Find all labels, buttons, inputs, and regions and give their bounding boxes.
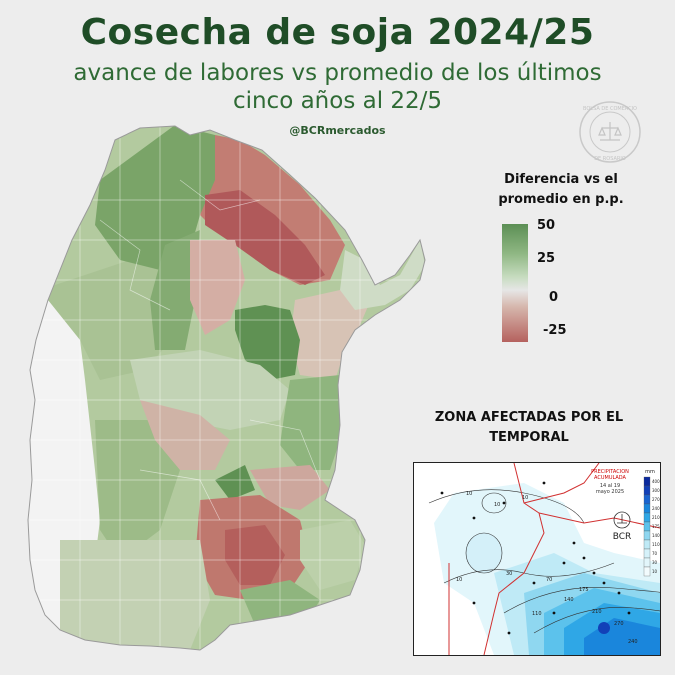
subtitle-line-1: avance de labores vs promedio de los últ… bbox=[73, 60, 602, 86]
scale-label: 70 bbox=[652, 551, 658, 556]
svg-text:mayo 2025: mayo 2025 bbox=[596, 489, 624, 495]
zone-title-line-1: ZONA AFECTADAS POR EL bbox=[434, 410, 624, 425]
svg-text:DE ROSARIO: DE ROSARIO bbox=[594, 156, 626, 162]
department-borders bbox=[30, 126, 420, 650]
zone-title: ZONA AFECTADAS POR EL TEMPORAL bbox=[420, 408, 638, 448]
svg-text:ACUMULADA: ACUMULADA bbox=[594, 475, 627, 481]
scale-swatch bbox=[643, 557, 651, 568]
region-southeast-tan bbox=[250, 465, 330, 510]
station-dots bbox=[440, 481, 631, 635]
scale-swatch bbox=[643, 521, 651, 532]
legend-tick-25: 25 bbox=[537, 251, 556, 266]
svg-text:70: 70 bbox=[546, 577, 552, 583]
region-east-green bbox=[280, 375, 340, 470]
region-center-west-green bbox=[95, 420, 180, 560]
legend-tick-minus-25: -25 bbox=[543, 323, 567, 338]
contour-labels: 10 10 10 10 30 70 110 140 175 210 270 24… bbox=[456, 491, 638, 645]
region-northeast-red bbox=[200, 135, 345, 285]
legend-title: Diferencia vs el promedio en p.p. bbox=[492, 170, 630, 210]
scale-swatch bbox=[643, 494, 651, 505]
precip-max-spot bbox=[598, 622, 610, 634]
scale-swatch bbox=[643, 485, 651, 496]
subtitle-line-2: cinco años al 22/5 bbox=[232, 88, 443, 114]
legend-title-line-2: promedio en p.p. bbox=[498, 192, 624, 207]
svg-text:140: 140 bbox=[564, 597, 574, 603]
region-west bbox=[40, 250, 180, 380]
legend-tick-50: 50 bbox=[537, 218, 556, 233]
map-outline bbox=[27, 125, 426, 651]
svg-text:175: 175 bbox=[579, 587, 589, 593]
legend-color-bar bbox=[502, 224, 528, 342]
legend-title-line-1: Diferencia vs el bbox=[504, 172, 618, 187]
svg-text:110: 110 bbox=[532, 611, 542, 617]
scale-label: 270 bbox=[652, 497, 660, 502]
scale-swatch bbox=[643, 503, 651, 514]
scale-label: 140 bbox=[652, 533, 660, 538]
region-northeast-darkred bbox=[205, 190, 325, 285]
page-title: Cosecha de soja 2024/25 bbox=[80, 12, 595, 53]
svg-text:240: 240 bbox=[628, 639, 638, 645]
scale-label: 30 bbox=[652, 560, 658, 565]
scale-label: 10 bbox=[652, 569, 658, 574]
scale-swatch bbox=[643, 548, 651, 559]
scale-label: 300 bbox=[652, 488, 660, 493]
region-center-tan bbox=[140, 400, 230, 470]
region-southeast-green bbox=[300, 520, 365, 590]
scale-label: 400 bbox=[652, 479, 660, 484]
inset-caption: PRECIPITACION ACUMULADA 14 al 19 mayo 20… bbox=[591, 469, 629, 495]
scale-label: 240 bbox=[652, 506, 660, 511]
legend-tick-0: 0 bbox=[549, 290, 559, 305]
scale-label: 210 bbox=[652, 515, 660, 520]
svg-text:BCR: BCR bbox=[613, 532, 632, 542]
scale-swatch bbox=[643, 512, 651, 523]
precipitation-inset: 10 10 10 10 30 70 110 140 175 210 270 24… bbox=[413, 462, 661, 656]
precip-blob bbox=[466, 533, 502, 573]
svg-text:10: 10 bbox=[456, 577, 462, 583]
scale-swatch bbox=[643, 539, 651, 550]
svg-text:270: 270 bbox=[614, 621, 624, 627]
social-handle: @BCRmercados bbox=[289, 124, 386, 137]
region-southwest-light bbox=[60, 540, 210, 650]
province-borders bbox=[448, 463, 660, 655]
region-ne-strip bbox=[340, 240, 425, 310]
svg-text:mm: mm bbox=[645, 469, 655, 475]
svg-text:10: 10 bbox=[522, 495, 528, 501]
svg-text:10: 10 bbox=[466, 491, 472, 497]
svg-text:30: 30 bbox=[506, 571, 512, 577]
scale-swatch bbox=[643, 566, 651, 577]
zone-title-line-2: TEMPORAL bbox=[489, 430, 569, 445]
region-center-pink bbox=[190, 240, 245, 335]
bcr-seal-icon: BOLSA DE COMERCIO DE ROSARIO bbox=[579, 101, 641, 163]
scale-label: 175 bbox=[652, 524, 660, 529]
scale-label: 110 bbox=[652, 542, 660, 547]
bcr-logo: BCR bbox=[613, 511, 632, 542]
svg-text:BOLSA DE COMERCIO: BOLSA DE COMERCIO bbox=[583, 106, 637, 112]
precip-scale: mm 400 300 270 240 210 175 140 110 70 30 10 bbox=[643, 469, 660, 577]
scale-swatch bbox=[643, 476, 651, 487]
svg-text:210: 210 bbox=[592, 609, 602, 615]
region-central-darkgreen bbox=[235, 305, 300, 380]
svg-text:PRECIPITACION: PRECIPITACION bbox=[591, 469, 629, 475]
scale-swatch bbox=[643, 530, 651, 541]
precipitation-map: 10 10 10 10 30 70 110 140 175 210 270 24… bbox=[414, 463, 660, 655]
region-center-patch bbox=[215, 465, 255, 500]
region-east-tan bbox=[290, 290, 375, 380]
svg-text:14 al 19: 14 al 19 bbox=[600, 483, 620, 489]
region-north-green bbox=[95, 126, 230, 270]
svg-text:10: 10 bbox=[494, 502, 500, 508]
